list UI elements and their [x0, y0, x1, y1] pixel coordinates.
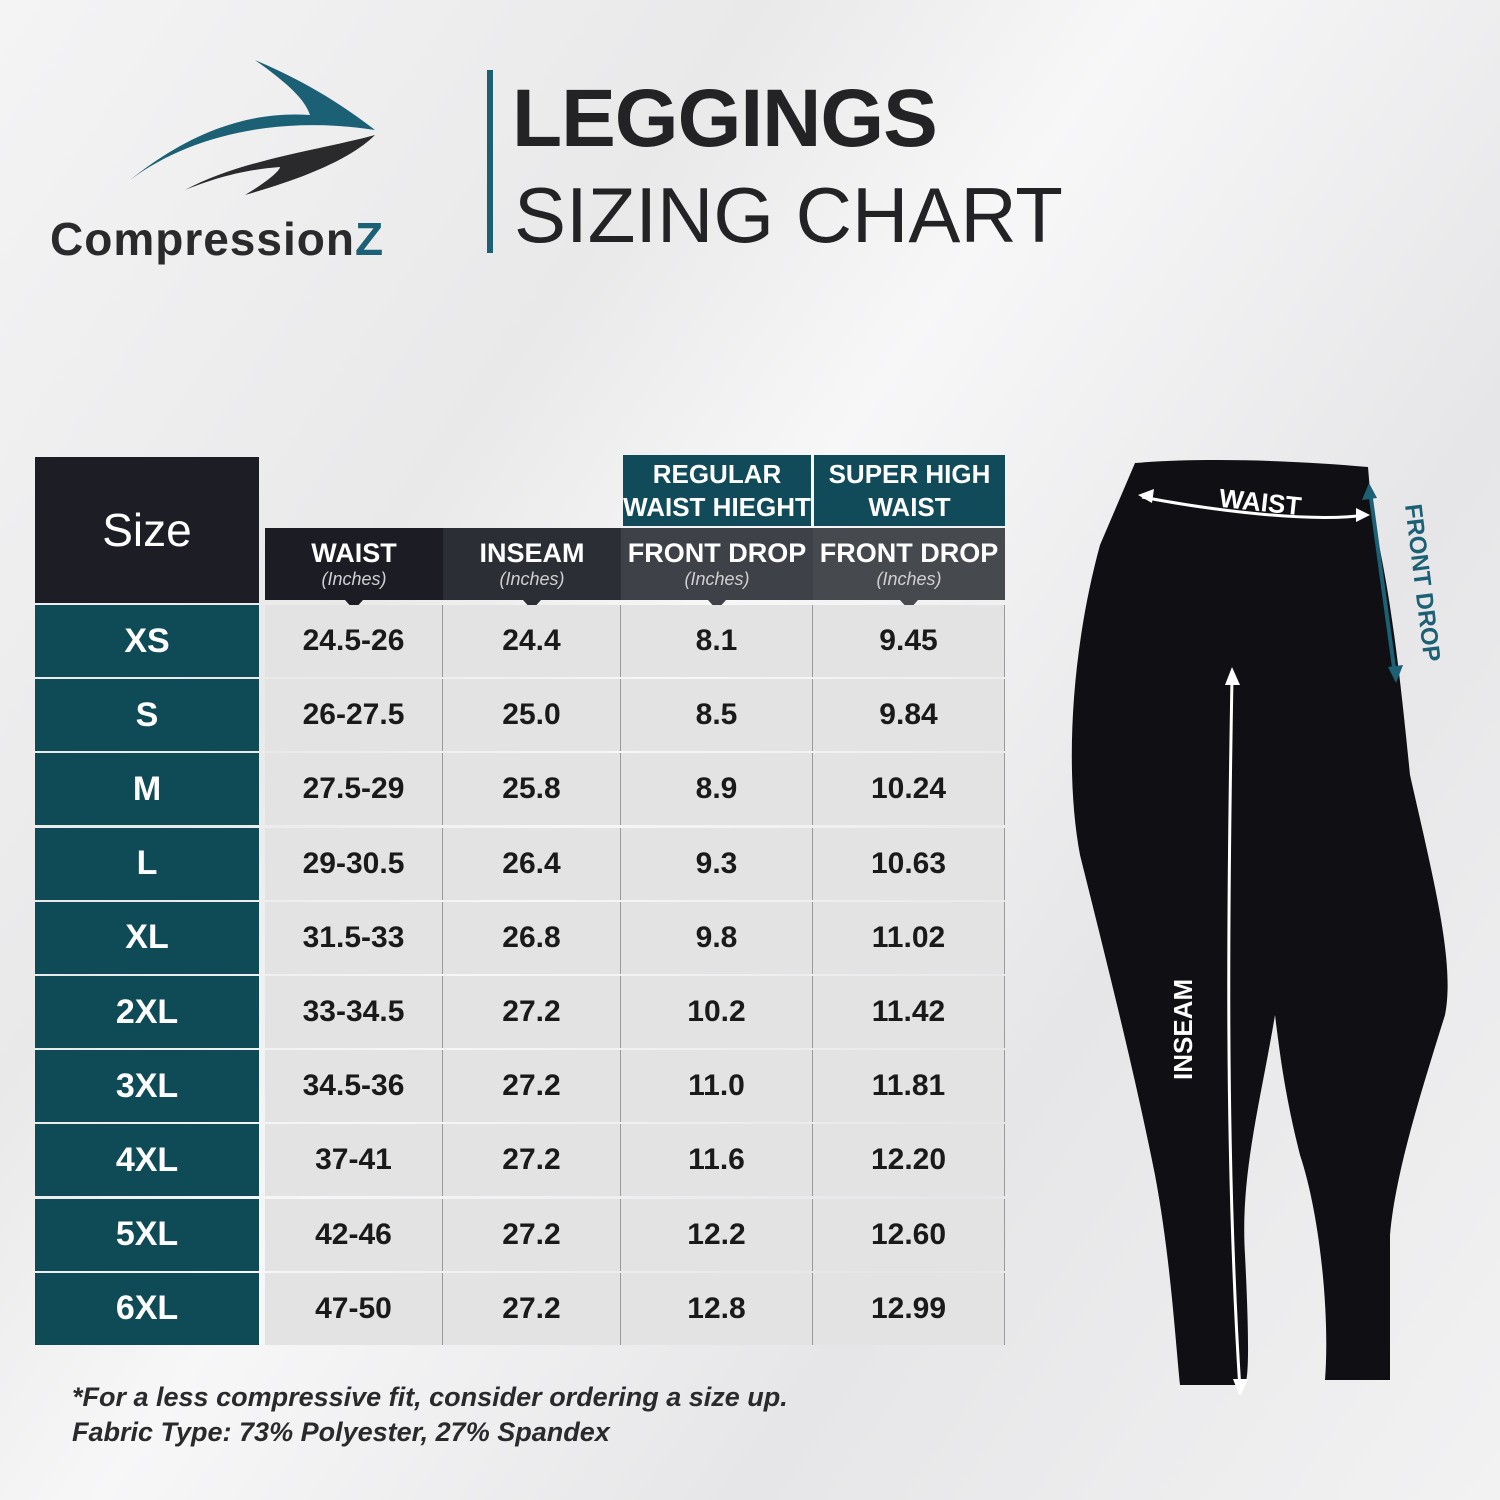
size-cell: XS [35, 605, 259, 677]
table-cell: 9.84 [813, 679, 1005, 752]
fit-note: *For a less compressive fit, consider or… [72, 1382, 788, 1412]
table-cell: 47-50 [265, 1272, 443, 1345]
column-header-label: INSEAM [479, 538, 585, 568]
group-header-line: WAIST [868, 491, 951, 522]
arrow-head-icon [1388, 665, 1403, 683]
leggings-silhouette [1071, 460, 1448, 1385]
size-column-header: Size [35, 457, 259, 603]
size-cell: 3XL [35, 1050, 259, 1123]
table-cell: 42-46 [265, 1198, 443, 1271]
group-header-super-high: SUPER HIGH WAIST [814, 455, 1005, 526]
table-cell: 11.81 [813, 1050, 1005, 1123]
title-divider [487, 70, 493, 253]
table-cell: 26-27.5 [265, 679, 443, 752]
size-cell: L [35, 827, 259, 900]
table-cell: 10.63 [813, 827, 1005, 900]
table-cell: 12.2 [621, 1198, 813, 1271]
column-header: INSEAM (Inches) [443, 528, 621, 610]
table-cell: 25.8 [443, 753, 621, 826]
table-cell: 9.45 [813, 605, 1005, 677]
size-cell: S [35, 679, 259, 752]
table-cell: 10.24 [813, 753, 1005, 826]
table-cell: 24.5-26 [265, 605, 443, 677]
table-cell: 27.2 [443, 976, 621, 1048]
column-header-unit: (Inches) [321, 569, 387, 589]
inseam-arrow [1227, 676, 1242, 1391]
table-cell: 11.0 [621, 1050, 813, 1123]
arrow-head-icon [1233, 1379, 1248, 1395]
inseam-label: INSEAM [1168, 979, 1198, 1080]
table-cell: 25.0 [443, 679, 621, 752]
table-cell: 27.2 [443, 1272, 621, 1345]
leggings-diagram: WAIST FRONT DROP INSEAM [1071, 460, 1448, 1395]
front-drop-arrow [1368, 490, 1397, 676]
table-cell: 12.20 [813, 1124, 1005, 1197]
arrow-head-icon [1225, 667, 1240, 685]
size-cell: 5XL [35, 1198, 259, 1271]
front-drop-label: FRONT DROP [1399, 502, 1445, 663]
column-header-unit: (Inches) [499, 569, 565, 589]
size-cell: 2XL [35, 976, 259, 1048]
column-header: FRONT DROP (Inches) [621, 528, 813, 610]
size-cell: 6XL [35, 1272, 259, 1345]
table-cell: 26.4 [443, 827, 621, 900]
table-cell: 12.8 [621, 1272, 813, 1345]
arrow-head-icon [1356, 508, 1370, 522]
table-cell: 8.5 [621, 679, 813, 752]
table-cell: 8.9 [621, 753, 813, 826]
group-header-line: REGULAR [652, 458, 782, 489]
group-header-regular: REGULAR WAIST HIEGHT [623, 455, 811, 526]
column-header-label: FRONT DROP [627, 538, 807, 568]
table-cell: 11.6 [621, 1124, 813, 1197]
waist-arrow [1141, 495, 1367, 519]
arrow-head-icon [1138, 489, 1154, 503]
table-cell: 10.2 [621, 976, 813, 1048]
column-header-label: WAIST [311, 538, 397, 568]
table-cell: 31.5-33 [265, 901, 443, 974]
table-cell: 24.4 [443, 605, 621, 677]
size-cell: M [35, 753, 259, 826]
brand-name: CompressionZ [50, 213, 385, 265]
table-cell: 11.42 [813, 976, 1005, 1048]
table-cell: 12.99 [813, 1272, 1005, 1345]
brand-logo-swoosh-icon [130, 60, 375, 195]
table-cell: 9.3 [621, 827, 813, 900]
table-cell: 27.2 [443, 1050, 621, 1123]
table-cell: 11.02 [813, 901, 1005, 974]
footnote: *For a less compressive fit, consider or… [72, 1380, 788, 1450]
page-title: LEGGINGS [512, 73, 938, 164]
size-cell: XL [35, 901, 259, 974]
size-cell: 4XL [35, 1124, 259, 1197]
table-cell: 8.1 [621, 605, 813, 677]
group-header-line: WAIST HIEGHT [623, 491, 811, 522]
table-cell: 27.2 [443, 1198, 621, 1271]
table-cell: 27.2 [443, 1124, 621, 1197]
column-header-unit: (Inches) [684, 569, 750, 589]
table-cell: 12.60 [813, 1198, 1005, 1271]
arrow-head-icon [1362, 483, 1377, 500]
table-cell: 29-30.5 [265, 827, 443, 900]
table-cell: 33-34.5 [265, 976, 443, 1048]
column-header: WAIST (Inches) [265, 528, 443, 610]
table-cell: 34.5-36 [265, 1050, 443, 1123]
table-cell: 9.8 [621, 901, 813, 974]
page-subtitle: SIZING CHART [514, 171, 1063, 259]
table-cell: 26.8 [443, 901, 621, 974]
column-header-unit: (Inches) [876, 569, 942, 589]
table-cell: 27.5-29 [265, 753, 443, 826]
column-header-label: FRONT DROP [819, 538, 999, 568]
column-header: FRONT DROP (Inches) [813, 528, 1005, 610]
group-header-line: SUPER HIGH [828, 458, 991, 489]
table-cell: 37-41 [265, 1124, 443, 1197]
fabric-note: Fabric Type: 73% Polyester, 27% Spandex [72, 1417, 610, 1447]
